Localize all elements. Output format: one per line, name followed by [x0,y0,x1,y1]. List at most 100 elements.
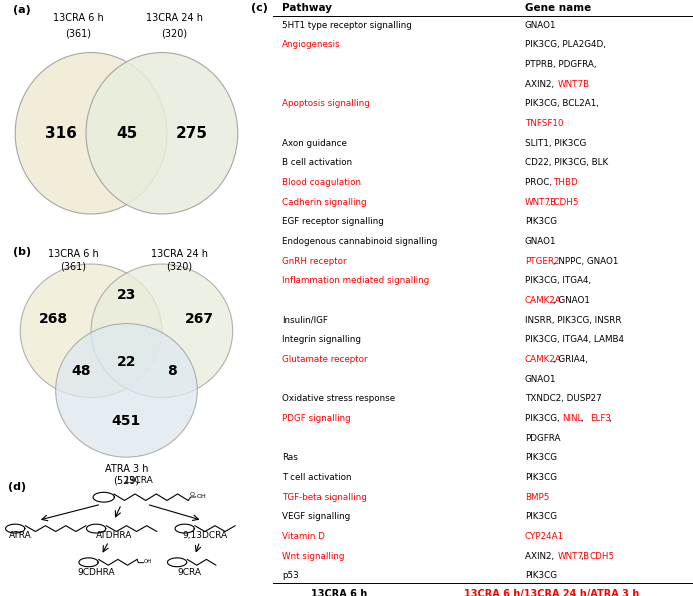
Text: Pathway: Pathway [282,3,332,13]
Text: PIK3CG, BCL2A1,: PIK3CG, BCL2A1, [525,99,599,108]
Text: PIK3CG, ITGA4,: PIK3CG, ITGA4, [525,276,591,285]
Text: INSRR, PIK3CG, INSRR: INSRR, PIK3CG, INSRR [525,315,622,325]
Text: WNT7B: WNT7B [557,551,590,561]
Text: ,: , [581,551,586,561]
Text: PIK3CG: PIK3CG [525,571,557,581]
Text: (a): (a) [12,5,30,15]
Text: Apoptosis signalling: Apoptosis signalling [282,99,369,108]
Text: TGF-beta signalling: TGF-beta signalling [282,492,367,502]
Ellipse shape [91,264,233,398]
Text: PIK3CG, ITGA4, LAMB4: PIK3CG, ITGA4, LAMB4 [525,335,624,344]
Text: (361): (361) [60,262,87,272]
Text: ELF3: ELF3 [590,414,611,423]
Text: O: O [189,492,195,496]
Text: ATRA 3 h: ATRA 3 h [105,464,148,474]
Text: CAMK2A: CAMK2A [525,355,562,364]
Text: (d): (d) [8,482,26,492]
Text: (320): (320) [161,28,188,38]
Text: WNT7B: WNT7B [525,197,557,207]
Text: VEGF signalling: VEGF signalling [282,512,350,522]
Text: ATRA: ATRA [9,531,32,540]
Text: Wnt signalling: Wnt signalling [282,551,344,561]
Text: 267: 267 [185,312,214,326]
Text: WNT7B: WNT7B [557,79,590,89]
Text: Endogenous cannabinoid signalling: Endogenous cannabinoid signalling [282,237,437,246]
Text: (b): (b) [12,247,30,257]
Text: 13CRA 6 h/13CRA 24 h/ATRA 3 h: 13CRA 6 h/13CRA 24 h/ATRA 3 h [464,589,639,596]
Text: 8: 8 [167,364,177,378]
Text: GNAO1: GNAO1 [525,237,556,246]
Text: CAMK2A: CAMK2A [525,296,562,305]
Text: 48: 48 [71,364,91,378]
Text: PIK3CG,: PIK3CG, [525,414,562,423]
Text: PIK3CG, PLA2G4D,: PIK3CG, PLA2G4D, [525,40,606,49]
Text: Blood coagulation: Blood coagulation [282,178,361,187]
Text: Angiogenesis: Angiogenesis [282,40,340,49]
Text: Vitamin D: Vitamin D [282,532,325,541]
Text: Gene name: Gene name [525,3,591,13]
Ellipse shape [20,264,162,398]
Text: 9,13DCRA: 9,13DCRA [182,531,227,540]
Text: , GRIA4,: , GRIA4, [553,355,588,364]
Text: 275: 275 [176,126,208,141]
Text: OH: OH [144,560,152,564]
Text: PIK3CG: PIK3CG [525,217,557,226]
Text: OH: OH [196,493,206,499]
Text: Ras: Ras [282,453,298,462]
Text: (c): (c) [251,3,267,13]
Text: PDGFRA: PDGFRA [525,433,561,443]
Text: 13CRA: 13CRA [124,476,154,485]
Text: PROC,: PROC, [525,178,554,187]
Text: PIK3CG: PIK3CG [525,473,557,482]
Text: 13CRA 24 h: 13CRA 24 h [146,13,203,23]
Text: 22: 22 [116,355,137,369]
Text: Inflammation mediated signalling: Inflammation mediated signalling [282,276,429,285]
Ellipse shape [15,52,167,214]
Text: ATDHRA: ATDHRA [96,531,132,540]
Text: 268: 268 [39,312,68,326]
Ellipse shape [55,324,198,457]
Text: 316: 316 [45,126,77,141]
Text: Insulin/IGF: Insulin/IGF [282,315,328,325]
Ellipse shape [86,52,238,214]
Text: T cell activation: T cell activation [282,473,351,482]
Text: NINL: NINL [562,414,583,423]
Text: B cell activation: B cell activation [282,158,352,167]
Text: Oxidative stress response: Oxidative stress response [282,394,395,403]
Text: PTPRB, PDGFRA,: PTPRB, PDGFRA, [525,60,597,69]
Text: GnRH receptor: GnRH receptor [282,256,346,266]
Text: PIK3CG: PIK3CG [525,512,557,522]
Text: , NPPC, GNAO1: , NPPC, GNAO1 [553,256,618,266]
Text: AXIN2,: AXIN2, [525,79,557,89]
Text: 9CRA: 9CRA [177,568,202,577]
Text: PIK3CG: PIK3CG [525,453,557,462]
Text: TXNDC2, DUSP27: TXNDC2, DUSP27 [525,394,602,403]
Text: ,: , [608,414,611,423]
Text: , GNAO1: , GNAO1 [553,296,590,305]
Text: PDGF signalling: PDGF signalling [282,414,351,423]
Text: 13CRA 6 h: 13CRA 6 h [311,589,367,596]
Text: GNAO1: GNAO1 [525,374,556,384]
Text: (529): (529) [114,476,139,486]
Text: ,: , [581,414,586,423]
Text: Glutamate receptor: Glutamate receptor [282,355,367,364]
Text: 23: 23 [117,288,136,302]
Text: BMP5: BMP5 [525,492,550,502]
Text: CDH5: CDH5 [590,551,615,561]
Text: Integrin signalling: Integrin signalling [282,335,361,344]
Text: CYP24A1: CYP24A1 [525,532,564,541]
Text: 9CDHRA: 9CDHRA [78,568,115,577]
Text: (361): (361) [65,28,91,38]
Text: EGF receptor signalling: EGF receptor signalling [282,217,384,226]
Text: 13CRA 6 h: 13CRA 6 h [48,249,98,259]
Text: TNFSF10: TNFSF10 [525,119,563,128]
Text: CD22, PIK3CG, BLK: CD22, PIK3CG, BLK [525,158,608,167]
Text: , CDH5: , CDH5 [548,197,579,207]
Text: (320): (320) [166,262,193,272]
Text: 13CRA 24 h: 13CRA 24 h [151,249,208,259]
Text: 45: 45 [116,126,137,141]
Text: 13CRA 6 h: 13CRA 6 h [53,13,104,23]
Text: THBD: THBD [553,178,577,187]
Text: PTGER2: PTGER2 [525,256,559,266]
Text: 451: 451 [112,414,141,429]
